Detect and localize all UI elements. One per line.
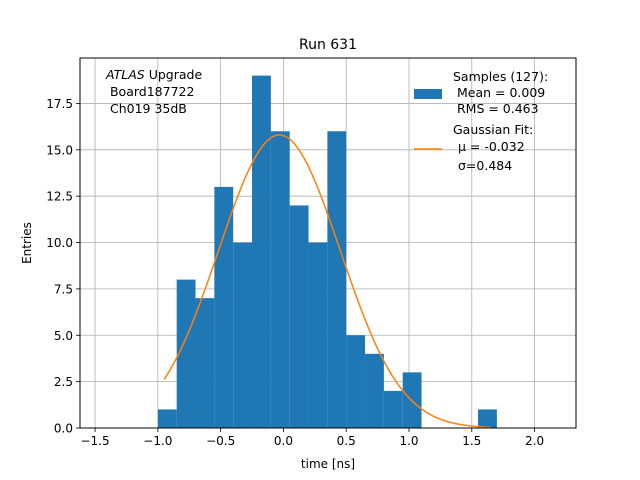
y-tick-label: 10.0 [46, 236, 73, 250]
annotation-line-1: Upgrade [145, 67, 203, 82]
histogram-bar [157, 409, 177, 428]
legend: Samples (127): Mean = 0.009 RMS = 0.463 … [414, 69, 548, 173]
x-tick-label: 2.0 [525, 434, 544, 448]
y-tick-label: 15.0 [46, 143, 73, 157]
histogram-bar [327, 131, 347, 428]
y-tick-label: 7.5 [54, 282, 73, 296]
y-axis-ticks: 0.0 2.5 5.0 7.5 10.0 12.5 15.0 17.5 [46, 97, 80, 436]
x-axis-label: time [ns] [301, 457, 355, 471]
histogram-bar [214, 186, 234, 428]
legend-fit-line-2: μ = -0.032 [458, 139, 525, 154]
histogram-bar [308, 242, 328, 428]
x-tick-label: 0.0 [274, 434, 293, 448]
plot-frame [79, 57, 577, 429]
chart-title: Run 631 [299, 37, 357, 53]
atlas-annotation: ATLAS Upgrade Board187722 Ch019 35dB [105, 67, 202, 116]
x-tick-label: −0.5 [206, 434, 235, 448]
histogram-bar [195, 298, 215, 428]
legend-samples-line-3: RMS = 0.463 [453, 101, 539, 116]
histogram-bars [157, 75, 497, 428]
histogram-bar [252, 75, 271, 428]
y-tick-label: 5.0 [54, 329, 73, 343]
legend-samples-line-1: Samples (127): [453, 69, 548, 84]
x-tick-label: 0.5 [337, 434, 356, 448]
histogram-bar [233, 242, 253, 428]
x-axis-ticks: −1.5 −1.0 −0.5 0.0 0.5 1.0 1.5 2.0 [80, 428, 544, 448]
histogram-bar [270, 131, 290, 428]
annotation-atlas: ATLAS [105, 67, 145, 82]
histogram-bar [478, 409, 497, 428]
histogram-bar [289, 205, 309, 428]
histogram-bar [176, 279, 196, 428]
y-tick-label: 2.5 [54, 375, 73, 389]
y-tick-label: 12.5 [46, 190, 73, 204]
y-tick-label: 17.5 [46, 97, 73, 111]
legend-fit-line-3: σ=0.484 [458, 158, 512, 173]
y-axis-label: Entries [20, 222, 34, 264]
histogram-bar [383, 390, 403, 428]
y-tick-label: 0.0 [54, 422, 73, 436]
x-tick-label: −1.5 [80, 434, 109, 448]
legend-samples-line-2: Mean = 0.009 [453, 85, 545, 100]
legend-samples-swatch [414, 89, 442, 99]
fit-curve-group [163, 134, 491, 429]
x-tick-label: 1.0 [399, 434, 418, 448]
gaussian-fit-line [163, 134, 491, 429]
legend-fit-line-1: Gaussian Fit: [453, 122, 533, 137]
histogram-bar [346, 335, 366, 428]
histogram-bar [365, 353, 384, 428]
x-tick-label: 1.5 [462, 434, 481, 448]
annotation-line-3: Ch019 35dB [106, 101, 187, 116]
svg-text:ATLAS Upgrade: ATLAS Upgrade [105, 67, 202, 82]
x-tick-label: −1.0 [143, 434, 172, 448]
annotation-line-2: Board187722 [106, 84, 194, 99]
